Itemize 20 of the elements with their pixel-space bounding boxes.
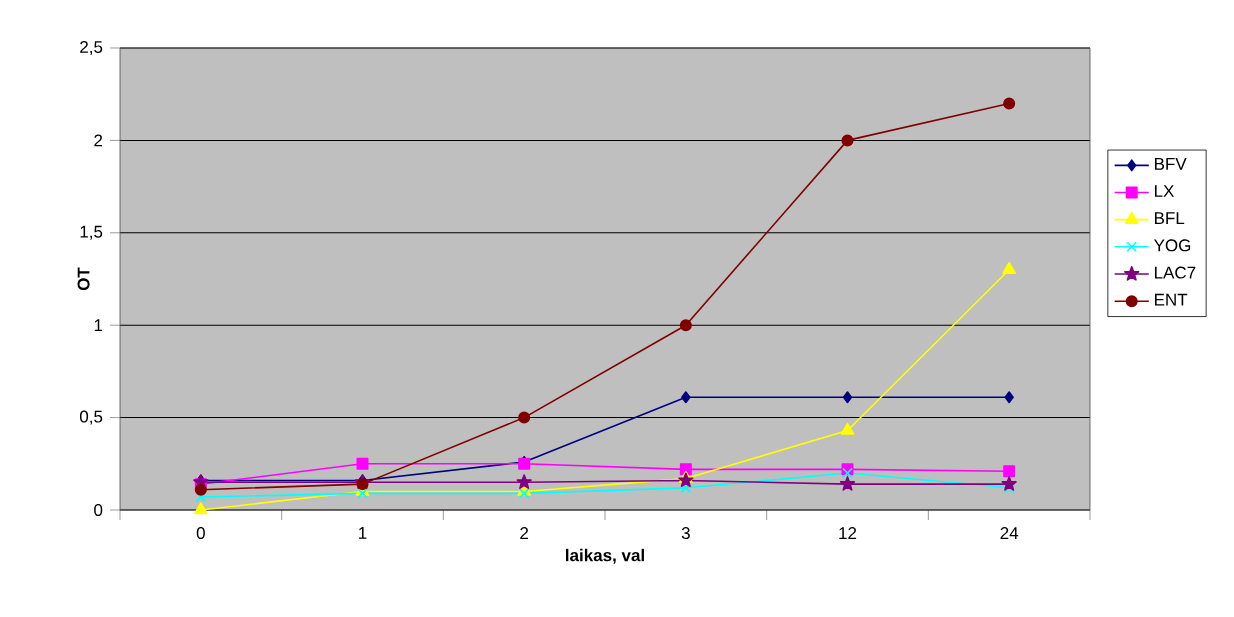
x-tick-label: 2: [520, 527, 529, 539]
x-tick-label: 3: [681, 527, 690, 540]
legend-label: ENT: [1154, 293, 1188, 306]
y-tick-label: 0: [94, 504, 103, 517]
y-axis-title: OT: [77, 267, 90, 291]
legend-label: BFL: [1154, 212, 1185, 224]
legend-label: YOG: [1153, 239, 1191, 252]
y-tick-label: 1: [94, 319, 103, 332]
x-axis-title: laikas, val: [566, 548, 644, 564]
y-tick-label: 2,5: [80, 40, 103, 56]
legend-label: LX: [1154, 185, 1175, 197]
y-tick-label: 1,5: [80, 225, 103, 240]
x-tick-label: 24: [1000, 527, 1019, 539]
legend-label: BFV: [1154, 158, 1187, 170]
y-tick-label: 2: [94, 134, 103, 147]
y-tick-label: 0,5: [79, 410, 103, 425]
legend-label: LAC7: [1154, 266, 1196, 279]
x-tick-label: 12: [839, 527, 857, 539]
x-tick-label: 0: [196, 527, 205, 540]
x-tick-label: 1: [359, 527, 367, 539]
